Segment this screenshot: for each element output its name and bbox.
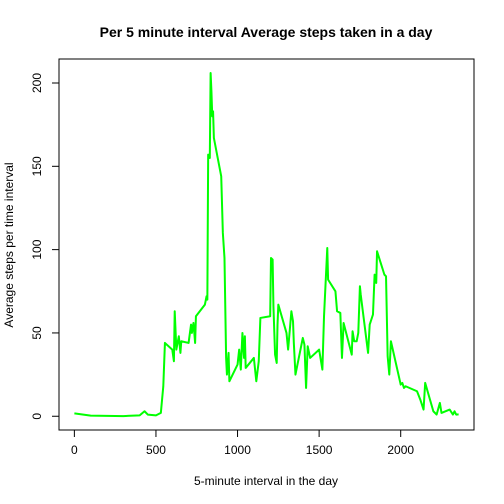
plot-frame (58, 58, 475, 431)
y-tick-label: 50 (30, 326, 44, 340)
x-tick-label: 2000 (387, 443, 414, 457)
y-tick-label: 0 (30, 413, 44, 420)
x-axis-label: 5-minute interval in the day (194, 474, 338, 488)
x-tick-label: 1000 (224, 443, 251, 457)
x-tick-label: 1500 (306, 443, 333, 457)
y-tick-label: 100 (30, 239, 44, 259)
y-axis-label: Average steps per time interval (2, 162, 16, 327)
y-tick-label: 200 (30, 73, 44, 93)
data-line (74, 71, 459, 418)
x-tick-label: 0 (71, 443, 78, 457)
x-tick-label: 500 (146, 443, 166, 457)
y-tick-label: 150 (30, 156, 44, 176)
chart-title: Per 5 minute interval Average steps take… (100, 24, 433, 40)
